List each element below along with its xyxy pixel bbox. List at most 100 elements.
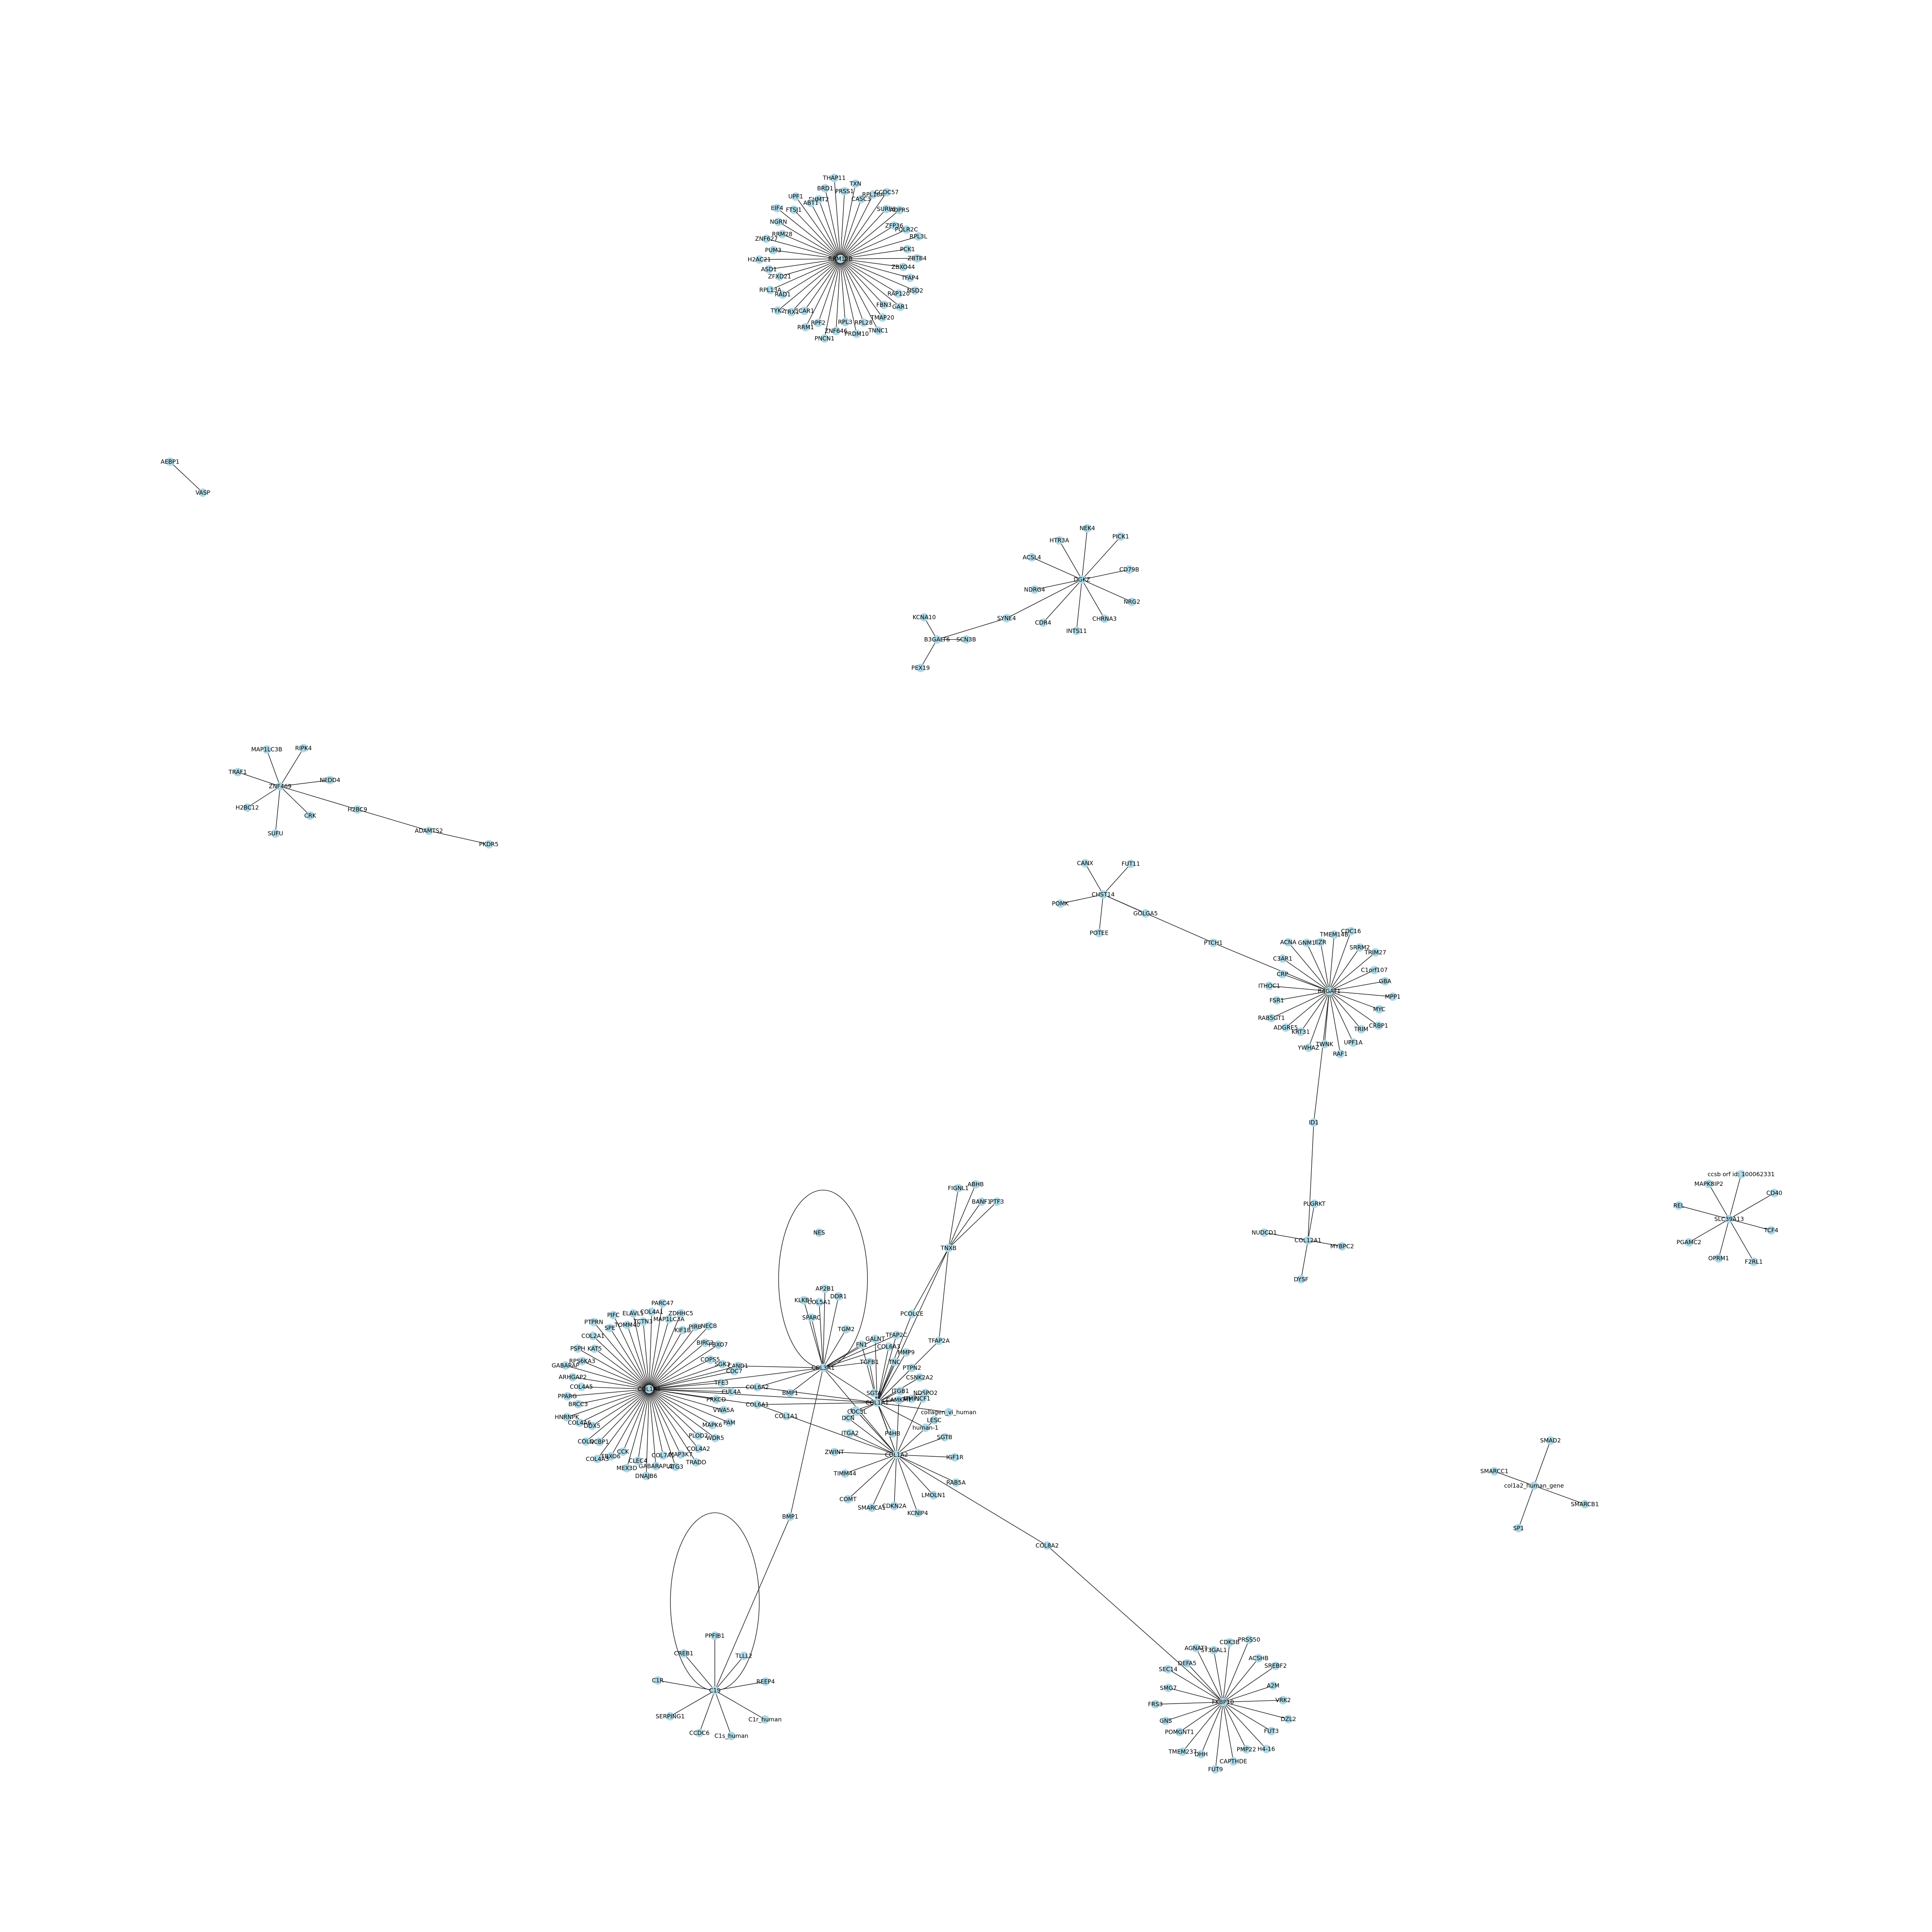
graph-edge: [593, 1322, 650, 1389]
graph-node: DDR1: [830, 1292, 847, 1301]
node-marker: [1325, 987, 1333, 995]
node-marker: [1219, 1698, 1227, 1706]
graph-edge: [840, 259, 883, 318]
graph-node: CHST14: [1092, 890, 1115, 899]
graph-edge: [896, 1437, 945, 1455]
graph-edge: [896, 1454, 955, 1458]
node-marker: [890, 221, 899, 230]
graph-edge: [1076, 579, 1082, 631]
node-label: YWHAZ: [1298, 1044, 1320, 1051]
node-marker: [1056, 899, 1065, 908]
graph-node: PICK1: [1112, 532, 1129, 541]
node-label: RAB5A: [946, 1479, 966, 1486]
graph-edge: [1329, 991, 1379, 1026]
graph-node: COL4A1: [640, 1307, 663, 1316]
node-marker: [1209, 1646, 1218, 1655]
graph-edge: [896, 1398, 923, 1455]
node-marker: [1338, 1242, 1347, 1251]
node-marker: [561, 1361, 570, 1370]
node-marker: [753, 1383, 762, 1391]
node-marker: [762, 234, 771, 243]
node-marker: [879, 300, 888, 309]
node-label: NEK4: [1080, 525, 1095, 532]
graph-edge: [1679, 1205, 1730, 1219]
graph-node: FIGNL1: [948, 1184, 969, 1192]
node-marker: [921, 1423, 930, 1432]
node-label: GALNT: [866, 1335, 885, 1342]
node-label: RPS6KA3: [569, 1358, 595, 1365]
graph-edge: [1494, 1471, 1534, 1486]
node-marker: [878, 313, 887, 322]
node-marker: [830, 173, 839, 182]
graph-node: COL7A1: [651, 1451, 675, 1460]
node-label: FBXO6: [601, 1453, 621, 1460]
graph-edge: [810, 202, 841, 259]
graph-edge: [896, 1454, 1048, 1546]
graph-edge: [877, 1335, 897, 1403]
node-label: COL6A3: [877, 1343, 900, 1350]
node-label: THAP11: [823, 175, 846, 182]
graph-node: MEX3D: [616, 1464, 637, 1473]
graph-edge: [840, 191, 845, 259]
graph-edge: [738, 1366, 823, 1368]
graph-node: C1r_human: [748, 1715, 782, 1724]
graph-node: PNCN1: [815, 334, 835, 343]
node-marker: [573, 1344, 582, 1353]
graph-edge: [649, 1326, 709, 1389]
node-label: COL6A2: [746, 1384, 769, 1391]
graph-edge: [877, 1402, 893, 1434]
graph-edge: [1534, 1485, 1585, 1505]
node-marker: [782, 1412, 791, 1420]
graph-edge: [823, 1367, 878, 1403]
node-marker: [769, 246, 778, 255]
graph-node: AP2B1: [816, 1284, 834, 1293]
graph-node: PARC47: [651, 1299, 673, 1308]
graph-edge: [649, 1389, 716, 1400]
graph-node: CRBP1: [1369, 1021, 1388, 1030]
graph-edge: [1103, 864, 1131, 895]
node-marker: [869, 190, 878, 199]
node-marker: [908, 1364, 916, 1372]
graph-edge: [840, 259, 901, 307]
graph-edge: [683, 1653, 715, 1691]
node-marker: [951, 1453, 959, 1462]
graph-edge: [649, 1371, 735, 1389]
graph-node: CDC5L: [847, 1407, 867, 1416]
graph-node: PTPN2: [903, 1364, 921, 1372]
node-label: RPL3L: [910, 233, 927, 240]
graph-edge: [877, 1248, 949, 1403]
node-label: BRD1: [817, 185, 833, 192]
node-label: COL4A6: [568, 1419, 591, 1426]
node-marker: [1530, 1481, 1538, 1490]
node-label: MAP1LC3A: [653, 1316, 685, 1323]
graph-node: FBN3: [876, 300, 892, 309]
node-label: UPF1A: [1344, 1039, 1363, 1046]
node-marker: [607, 1452, 616, 1461]
graph-edge: [714, 1655, 744, 1691]
node-label: ADAMTS2: [415, 827, 443, 834]
node-label: TOMM40: [614, 1321, 640, 1328]
node-label: CDR4: [1035, 619, 1051, 626]
node-label: MAPK6: [702, 1422, 723, 1429]
node-label: FKBP10: [1212, 1699, 1234, 1706]
graph-node: ADGRE5: [1274, 1023, 1298, 1032]
graph-node: SCN3B: [956, 635, 976, 644]
node-label: H2BC9: [348, 806, 367, 813]
node-label: A2M: [1267, 1682, 1279, 1689]
node-marker: [820, 334, 829, 343]
node-label: PICK1: [1112, 533, 1129, 540]
node-label: TRADD: [685, 1459, 706, 1466]
graph-node: SUFU: [268, 829, 283, 838]
graph-edge: [834, 1452, 897, 1455]
graph-edge: [1060, 894, 1104, 904]
node-label: PMP22: [1237, 1746, 1256, 1753]
node-marker: [859, 318, 868, 327]
graph-edge: [1223, 1665, 1276, 1702]
graph-node: PGAMC2: [1677, 1238, 1701, 1247]
graph-edge: [871, 1454, 897, 1508]
graph-node: SEC14: [1159, 1665, 1177, 1674]
graph-node: CAPTHDE: [1219, 1757, 1247, 1766]
node-marker: [678, 1326, 687, 1335]
node-marker: [727, 1731, 736, 1740]
node-label: COL4A3: [586, 1456, 609, 1463]
